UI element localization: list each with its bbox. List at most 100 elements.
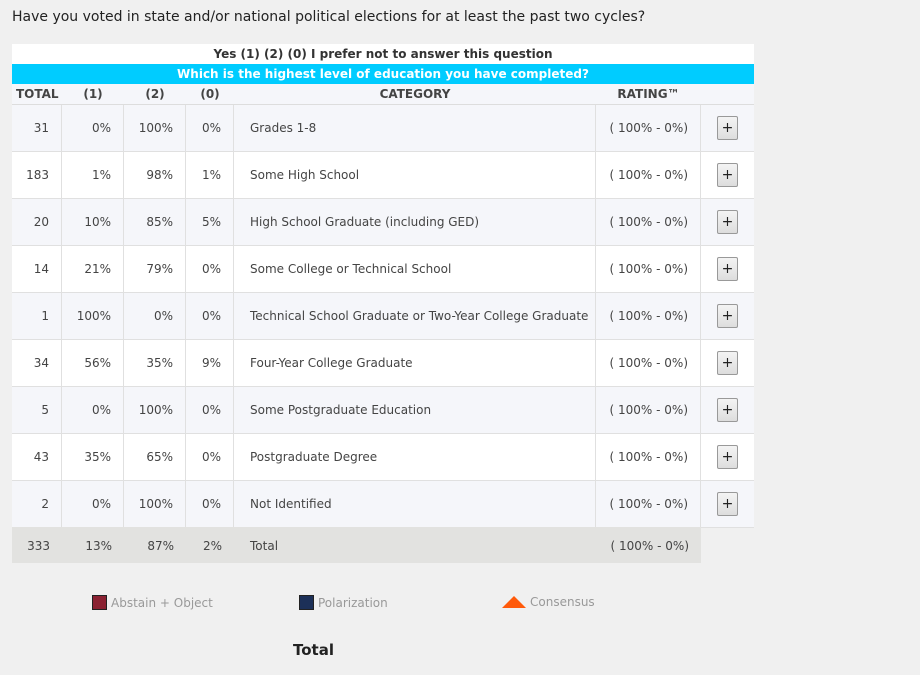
header-total: TOTAL <box>16 87 59 101</box>
row-total: 5 <box>12 387 62 433</box>
polarization-swatch-icon <box>299 595 314 610</box>
row-p1: 56% <box>62 340 124 386</box>
expand-cell: + <box>701 340 754 386</box>
row-p0: 0% <box>186 105 234 151</box>
table-row: 43 35% 65% 0% Postgraduate Degree( 100% - 0%… <box>12 434 754 481</box>
row-category: Some College or Technical School <box>234 246 596 292</box>
expand-cell: + <box>701 105 754 151</box>
total-count: 333 <box>27 539 50 553</box>
expand-button[interactable]: + <box>717 210 738 234</box>
table-row: 34 56% 35% 9% Four-Year College Graduate( 10… <box>12 340 754 387</box>
row-total: 43 <box>12 434 62 480</box>
chart-title: Total <box>293 641 334 659</box>
expand-cell: + <box>701 481 754 527</box>
expand-button[interactable]: + <box>717 398 738 422</box>
total-p0: 2% <box>202 539 222 553</box>
row-p2: 100% <box>124 387 186 433</box>
row-category: Technical School Graduate or Two-Year Co… <box>234 293 596 339</box>
row-total: 34 <box>12 340 62 386</box>
row-rating: ( 100% - 0%) <box>596 246 701 292</box>
row-p2: 65% <box>124 434 186 480</box>
row-category: Four-Year College Graduate <box>234 340 596 386</box>
row-p2: 85% <box>124 199 186 245</box>
header-spacer <box>701 84 754 104</box>
row-total: 183 <box>12 152 62 198</box>
row-total: 14 <box>12 246 62 292</box>
row-p0: 0% <box>186 434 234 480</box>
row-p2: 98% <box>124 152 186 198</box>
expand-button[interactable]: + <box>717 257 738 281</box>
expand-button[interactable]: + <box>717 163 738 187</box>
header-1: (1) <box>83 87 103 101</box>
row-total: 1 <box>12 293 62 339</box>
expand-button[interactable]: + <box>717 445 738 469</box>
legend-abstain: Abstain + Object <box>92 595 213 610</box>
expand-button[interactable]: + <box>717 116 738 140</box>
table-row: 183 1% 98% 1% Some High School( 100% - 0%) + <box>12 152 754 199</box>
expand-cell: + <box>701 387 754 433</box>
row-p1: 0% <box>62 105 124 151</box>
row-p1: 21% <box>62 246 124 292</box>
legend-polarization-label: Polarization <box>318 595 388 610</box>
row-category: Grades 1-8 <box>234 105 596 151</box>
row-total: 20 <box>12 199 62 245</box>
row-category: Not Identified <box>234 481 596 527</box>
total-row: 333 13% 87% 2% Total ( 100% - 0%) <box>12 527 701 563</box>
header-category: CATEGORY <box>379 87 451 101</box>
legend-consensus-label: Consensus <box>530 595 595 609</box>
header-2: (2) <box>145 87 165 101</box>
row-rating: ( 100% - 0%) <box>596 340 701 386</box>
row-p1: 1% <box>62 152 124 198</box>
expand-cell: + <box>701 293 754 339</box>
row-category: Some Postgraduate Education <box>234 387 596 433</box>
row-rating: ( 100% - 0%) <box>596 434 701 480</box>
expand-cell: + <box>701 246 754 292</box>
row-rating: ( 100% - 0%) <box>596 293 701 339</box>
expand-cell: + <box>701 434 754 480</box>
question-title: Have you voted in state and/or national … <box>12 9 646 25</box>
row-p0: 0% <box>186 387 234 433</box>
expand-button[interactable]: + <box>717 351 738 375</box>
expand-button[interactable]: + <box>717 492 738 516</box>
total-p1: 13% <box>85 539 112 553</box>
header-rating: RATING™ <box>617 87 680 101</box>
abstain-swatch-icon <box>92 595 107 610</box>
table-row: 14 21% 79% 0% Some College or Technical Scho… <box>12 246 754 293</box>
table-row: 20 10% 85% 5% High School Graduate (includin… <box>12 199 754 246</box>
row-rating: ( 100% - 0%) <box>596 481 701 527</box>
row-category: Postgraduate Degree <box>234 434 596 480</box>
legend-abstain-label: Abstain + Object <box>111 595 213 610</box>
total-rating: ( 100% - 0%) <box>610 539 689 553</box>
expand-button[interactable]: + <box>717 304 738 328</box>
row-category: Some High School <box>234 152 596 198</box>
row-p1: 100% <box>62 293 124 339</box>
total-p2: 87% <box>147 539 174 553</box>
row-p1: 10% <box>62 199 124 245</box>
row-p0: 1% <box>186 152 234 198</box>
sub-question-bar: Which is the highest level of education … <box>12 64 754 84</box>
row-rating: ( 100% - 0%) <box>596 387 701 433</box>
table-row: 1 100% 0% 0% Technical School Graduate or Tw… <box>12 293 754 340</box>
row-total: 2 <box>12 481 62 527</box>
row-rating: ( 100% - 0%) <box>596 152 701 198</box>
row-rating: ( 100% - 0%) <box>596 199 701 245</box>
row-p0: 0% <box>186 481 234 527</box>
row-p2: 0% <box>124 293 186 339</box>
table-header: TOTAL (1) (2) (0) CATEGORY RATING™ <box>12 84 754 105</box>
answers-line: Yes (1) (2) (0) I prefer not to answer t… <box>12 44 754 64</box>
table-row: 2 0% 100% 0% Not Identified( 100% - 0%) + <box>12 481 754 528</box>
table-row: 5 0% 100% 0% Some Postgraduate Education( 10… <box>12 387 754 434</box>
results-table: Yes (1) (2) (0) I prefer not to answer t… <box>12 44 754 528</box>
row-p2: 100% <box>124 481 186 527</box>
row-p2: 35% <box>124 340 186 386</box>
row-p0: 9% <box>186 340 234 386</box>
row-category: High School Graduate (including GED) <box>234 199 596 245</box>
header-0: (0) <box>200 87 220 101</box>
row-total: 31 <box>12 105 62 151</box>
table-row: 31 0% 100% 0% Grades 1-8( 100% - 0%) + <box>12 105 754 152</box>
row-p0: 5% <box>186 199 234 245</box>
total-category: Total <box>250 539 279 553</box>
row-p2: 100% <box>124 105 186 151</box>
consensus-triangle-icon <box>502 596 526 608</box>
row-p2: 79% <box>124 246 186 292</box>
